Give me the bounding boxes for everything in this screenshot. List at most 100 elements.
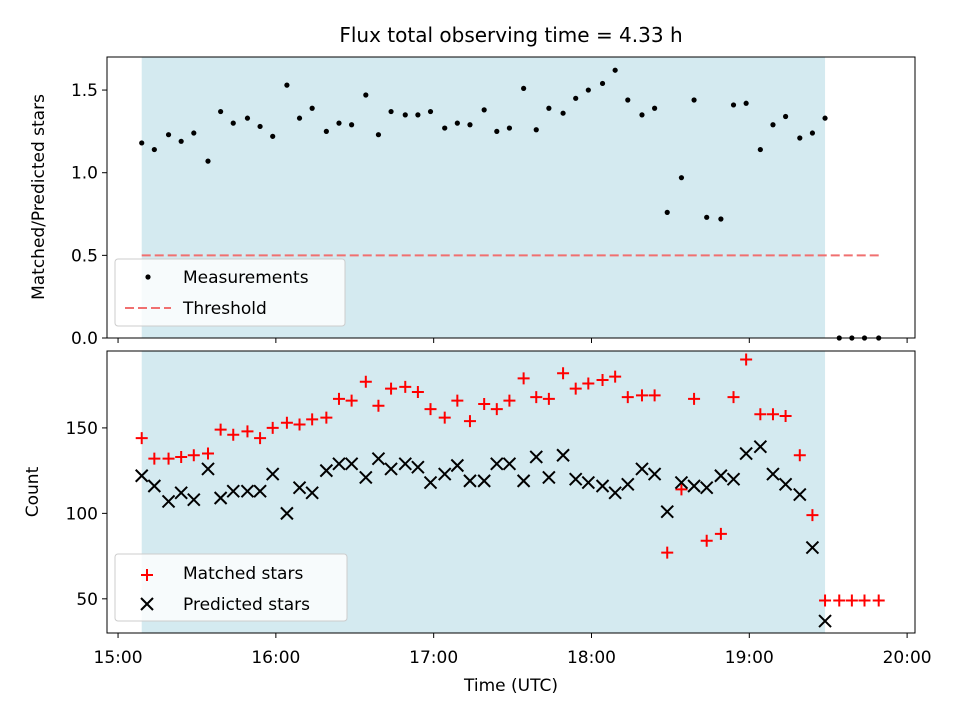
measurements-point bbox=[244, 115, 251, 121]
predicted-stars-point bbox=[502, 457, 517, 471]
bottom-legend-box bbox=[114, 553, 348, 622]
matched-stars-point bbox=[557, 367, 570, 380]
matched-stars-point bbox=[872, 594, 885, 607]
measurements-point bbox=[599, 80, 606, 87]
legend-predicted-label: Predicted stars bbox=[183, 595, 310, 615]
x-tick-label: 19:00 bbox=[725, 648, 774, 668]
measurements-point bbox=[743, 100, 749, 106]
matched-stars-point bbox=[609, 370, 622, 383]
measurements-point bbox=[442, 125, 448, 131]
bottom-y-tick-label: 150 bbox=[66, 419, 98, 439]
matched-stars-point bbox=[202, 447, 214, 460]
predicted-stars-point bbox=[778, 477, 793, 492]
measurements-point bbox=[151, 146, 157, 153]
measurements-point bbox=[546, 105, 552, 111]
measurements-point bbox=[822, 115, 828, 121]
measurements-point bbox=[454, 120, 460, 126]
matched-stars-point bbox=[635, 389, 648, 402]
predicted-stars-point bbox=[201, 462, 215, 476]
measurements-point bbox=[467, 122, 473, 128]
predicted-stars-point bbox=[280, 506, 294, 521]
measurements-point bbox=[336, 120, 342, 126]
measurements-point bbox=[730, 102, 737, 108]
measurements-point bbox=[375, 132, 382, 138]
predicted-stars-point bbox=[253, 484, 267, 498]
top-y-axis: 0.0 0.5 1.0 1.5 bbox=[71, 81, 107, 349]
measurements-point bbox=[139, 140, 145, 146]
matched-stars-point bbox=[162, 452, 175, 465]
predicted-stars-point bbox=[726, 472, 741, 486]
predicted-stars-point bbox=[608, 486, 622, 500]
predicted-stars-point bbox=[568, 472, 583, 486]
predicted-stars-point bbox=[423, 475, 438, 490]
matched-stars-point bbox=[451, 394, 464, 407]
predicted-stars-point bbox=[135, 469, 149, 483]
measurements-point bbox=[585, 87, 591, 93]
top-axes-frame bbox=[106, 56, 916, 339]
bottom-axes-frame bbox=[106, 350, 916, 634]
matched-stars-point bbox=[280, 416, 293, 429]
matched-stars-point bbox=[779, 409, 792, 422]
predicted-stars-point bbox=[529, 450, 543, 464]
legend-threshold-label: Threshold bbox=[182, 299, 267, 319]
measurements-point bbox=[349, 122, 355, 128]
matched-stars-point bbox=[293, 418, 306, 431]
measurements-point bbox=[678, 175, 685, 181]
predicted-stars-point bbox=[818, 614, 832, 628]
bottom-y-tick-label: 50 bbox=[76, 590, 98, 610]
predicted-stars-point bbox=[213, 491, 228, 505]
predicted-stars-point bbox=[699, 481, 714, 495]
top-legend-box bbox=[114, 258, 346, 327]
measurements-point bbox=[757, 146, 763, 153]
measurements-point bbox=[323, 128, 329, 134]
matched-stars-point bbox=[675, 483, 688, 496]
predicted-stars-point bbox=[319, 463, 334, 478]
legend-measurements-label: Measurements bbox=[183, 268, 309, 288]
legend-matched-label: Matched stars bbox=[183, 564, 303, 584]
predicted-stars-point bbox=[793, 487, 807, 502]
measurements-point bbox=[718, 216, 724, 222]
predicted-stars-point bbox=[516, 474, 531, 488]
matched-stars-point bbox=[463, 415, 476, 428]
chart-title: Flux total observing time = 4.33 h bbox=[339, 23, 682, 47]
matched-stars-point bbox=[241, 425, 254, 438]
matched-stars-point bbox=[858, 594, 871, 607]
matched-stars-point bbox=[714, 527, 727, 540]
matched-stars-point bbox=[661, 546, 674, 559]
predicted-stars-point bbox=[332, 457, 346, 471]
measurements-point bbox=[639, 112, 645, 118]
predicted-stars-point bbox=[490, 457, 504, 471]
predicted-stars-point bbox=[739, 446, 753, 461]
matched-stars-point bbox=[385, 382, 398, 395]
x-tick-label: 18:00 bbox=[567, 648, 616, 668]
predicted-stars-point bbox=[463, 474, 477, 488]
predicted-stars-point bbox=[384, 462, 398, 476]
matched-stars-point bbox=[175, 450, 188, 463]
matched-stars-point bbox=[833, 594, 846, 607]
matched-stars-point bbox=[754, 408, 767, 421]
predicted-stars-point bbox=[542, 470, 556, 485]
matched-stars-point bbox=[332, 392, 345, 405]
predicted-stars-point bbox=[477, 474, 491, 488]
bottom-x-axis: 15:00 16:00 17:00 18:00 19:00 20:00 bbox=[94, 633, 932, 668]
measurements-point bbox=[257, 123, 263, 130]
matched-stars-point bbox=[793, 449, 806, 462]
measurements-point bbox=[704, 214, 710, 220]
measurements-point bbox=[296, 115, 303, 121]
matched-stars-point bbox=[399, 380, 412, 393]
matched-stars-point bbox=[688, 392, 701, 405]
matched-stars-point bbox=[320, 411, 333, 424]
measurements-point bbox=[533, 127, 539, 133]
predicted-stars-point bbox=[674, 475, 689, 490]
x-tick-label: 17:00 bbox=[409, 648, 458, 668]
measurements-point bbox=[612, 67, 618, 73]
matched-stars-point bbox=[148, 452, 161, 465]
measurements-point bbox=[494, 128, 500, 134]
predicted-stars-point bbox=[766, 467, 780, 481]
x-tick-label: 16:00 bbox=[251, 648, 300, 668]
matched-stars-point bbox=[819, 594, 832, 607]
matched-stars-point bbox=[490, 403, 503, 416]
top-y-axis-label: Matched/Predicted stars bbox=[29, 94, 49, 300]
measurements-point bbox=[218, 108, 224, 115]
